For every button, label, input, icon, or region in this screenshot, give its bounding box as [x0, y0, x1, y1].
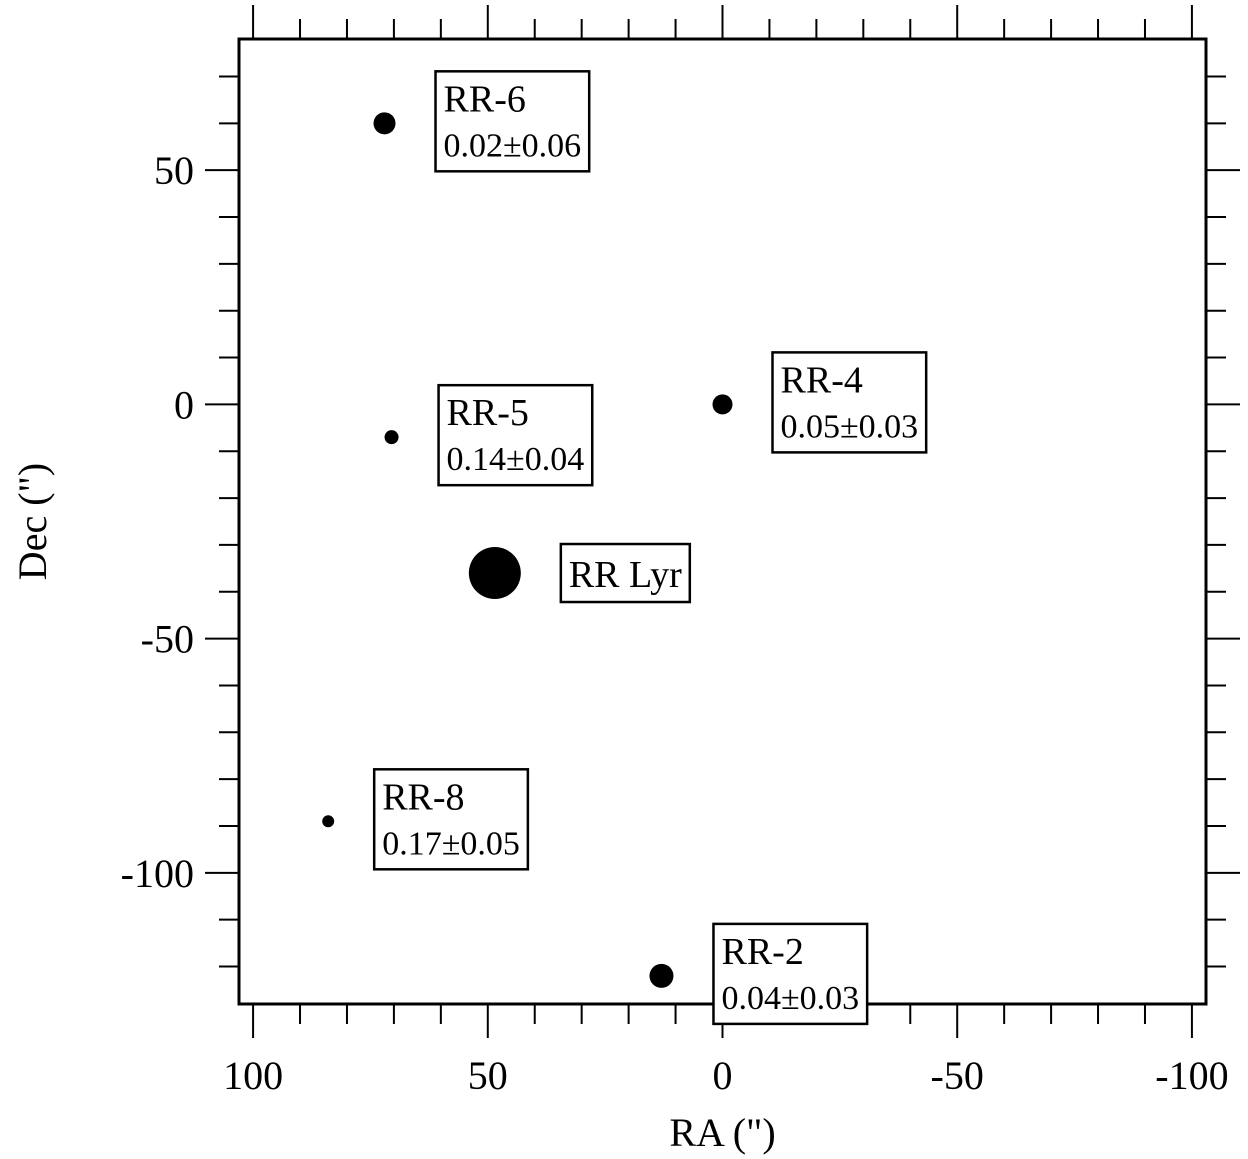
point-value-label: 0.04±0.03 [721, 980, 859, 1017]
x-tick-label: 50 [468, 1053, 508, 1098]
point-annotation: RR-5 0.14±0.04 [437, 383, 594, 487]
annotation-box [559, 542, 692, 604]
point-value-label: 0.05±0.03 [781, 408, 919, 445]
point-value-label: 0.02±0.06 [444, 127, 582, 164]
y-tick-label: 50 [154, 148, 194, 193]
axis-ticks [205, 5, 1240, 1038]
point-name-label: RR Lyr [569, 554, 682, 596]
point-name-label: RR-8 [382, 776, 464, 818]
y-axis-label: Dec (") [10, 463, 55, 580]
x-axis-label: RA (") [669, 1110, 775, 1155]
annotation-box [771, 351, 928, 454]
y-tick-label: 0 [174, 382, 194, 427]
point-name-label: RR-2 [721, 931, 803, 973]
point-annotation: RR-6 0.02±0.06 [434, 70, 591, 173]
annotations: RR-60.02±0.06RR-50.14±0.04RR-40.05±0.03R… [372, 70, 928, 1026]
x-tick-label: 0 [713, 1053, 733, 1098]
data-point [384, 430, 399, 445]
data-point [712, 394, 733, 415]
x-tick-label: -50 [931, 1053, 984, 1098]
x-tick-label: 100 [223, 1053, 283, 1098]
point-value-label: 0.17±0.05 [382, 825, 520, 862]
point-name-label: RR-4 [781, 359, 863, 401]
point-annotation: RR Lyr [559, 542, 692, 604]
point-annotation: RR-2 0.04±0.03 [712, 922, 869, 1026]
data-points [322, 112, 733, 988]
data-point [322, 815, 335, 828]
tick-labels: 100 50 0 -50 -100 50 0 -50 -100 [121, 148, 1229, 1098]
x-tick-label: -100 [1155, 1053, 1228, 1098]
data-point [468, 547, 521, 600]
point-name-label: RR-6 [444, 78, 526, 120]
y-tick-label: -50 [141, 617, 194, 662]
point-annotation: RR-4 0.05±0.03 [771, 351, 928, 454]
annotation-box [437, 383, 594, 487]
data-point [649, 963, 674, 988]
annotation-box [372, 768, 530, 871]
y-tick-label: -100 [121, 851, 194, 896]
annotation-box [712, 922, 869, 1026]
data-point [373, 112, 396, 135]
annotation-box [434, 70, 591, 173]
point-name-label: RR-5 [447, 392, 529, 434]
point-annotation: RR-8 0.17±0.05 [372, 768, 530, 871]
point-value-label: 0.14±0.04 [447, 441, 585, 478]
